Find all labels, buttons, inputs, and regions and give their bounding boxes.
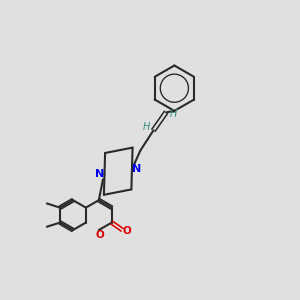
Text: O: O: [96, 230, 104, 239]
Text: H: H: [143, 122, 151, 132]
Text: N: N: [95, 169, 104, 179]
Text: O: O: [122, 226, 131, 236]
Text: H: H: [169, 109, 177, 119]
Text: N: N: [132, 164, 141, 174]
